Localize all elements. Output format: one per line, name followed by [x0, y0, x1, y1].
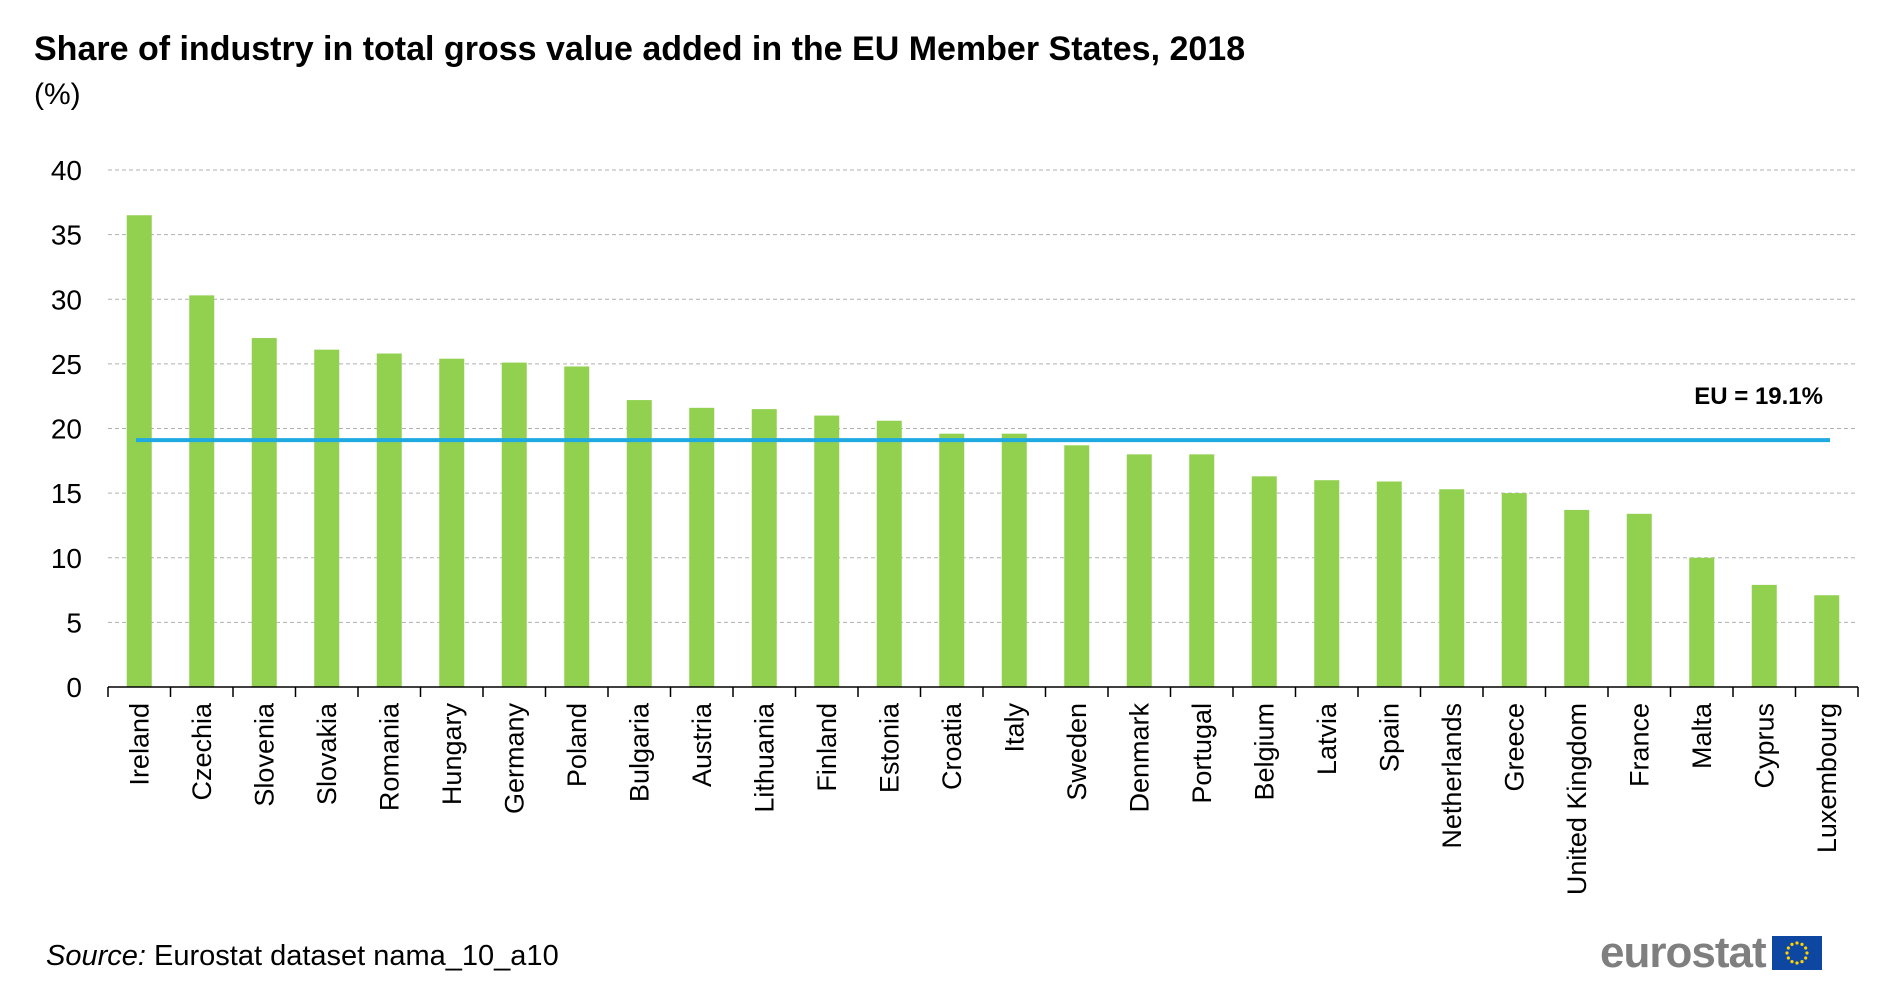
y-tick-label: 5: [66, 607, 82, 638]
x-tick-label: Sweden: [1062, 703, 1092, 801]
x-tick-label: Lithuania: [749, 702, 779, 813]
x-tick-label: France: [1624, 703, 1654, 787]
bar: [1376, 481, 1402, 687]
y-tick-label: 0: [66, 672, 82, 703]
y-tick-label: 40: [51, 155, 82, 186]
eurostat-logo: eurostat: [1600, 928, 1822, 978]
flag-star: [1789, 942, 1794, 946]
x-tick-label: Greece: [1499, 703, 1529, 792]
x-tick-label: Belgium: [1249, 703, 1279, 801]
flag-star: [1784, 951, 1789, 955]
y-tick-label: 15: [51, 478, 82, 509]
bar: [751, 409, 777, 687]
bar: [1439, 489, 1465, 687]
x-tick-label: Luxembourg: [1812, 703, 1842, 853]
x-tick-label: United Kingdom: [1562, 703, 1592, 895]
y-tick-label: 35: [51, 220, 82, 251]
bar: [1064, 445, 1090, 687]
y-tick-label: 30: [51, 284, 82, 315]
bar: [439, 358, 465, 687]
x-tick-label: Netherlands: [1437, 703, 1467, 849]
bar: [1689, 557, 1715, 687]
bar: [1126, 454, 1152, 687]
x-tick-label: Spain: [1374, 703, 1404, 772]
bar: [1189, 454, 1215, 687]
flag-star: [1794, 941, 1799, 945]
flag-star: [1803, 956, 1807, 960]
logo-text: eurostat: [1600, 928, 1767, 977]
flag-star: [1799, 960, 1804, 964]
source-note: Source: Eurostat dataset nama_10_a10: [46, 940, 559, 973]
x-tick-label: Poland: [562, 703, 592, 787]
x-tick-label: Malta: [1687, 702, 1717, 769]
x-tick-label: Finland: [812, 703, 842, 792]
chart-title: Share of industry in total gross value a…: [34, 30, 1246, 68]
x-tick-label: Denmark: [1124, 703, 1154, 813]
bar: [689, 407, 715, 687]
bar: [501, 362, 527, 687]
flag-star: [1786, 956, 1790, 960]
bar: [1751, 584, 1777, 687]
bar: [1626, 513, 1652, 687]
flag-star: [1804, 951, 1809, 955]
bar: [251, 338, 277, 687]
x-tick-label: Austria: [687, 702, 717, 787]
bar: [814, 415, 840, 687]
x-tick-label: Bulgaria: [624, 702, 654, 802]
eu-flag-icon: [1771, 936, 1822, 970]
bar: [1314, 480, 1340, 687]
x-tick-label: Romania: [374, 702, 404, 811]
x-tick-label: Portugal: [1187, 703, 1217, 804]
x-tick-label: Ireland: [124, 703, 154, 786]
bar: [1814, 595, 1840, 687]
x-tick-label: Slovakia: [312, 702, 342, 805]
x-tick-label: Estonia: [874, 702, 904, 793]
x-tick-label: Czechia: [187, 702, 217, 801]
x-tick-label: Croatia: [937, 702, 967, 790]
bar: [1501, 493, 1527, 687]
x-tick-label: Italy: [999, 703, 1029, 753]
y-tick-label: 10: [51, 543, 82, 574]
bar: [939, 433, 965, 687]
bar: [1251, 476, 1277, 687]
bar: [626, 400, 652, 687]
source-text: Eurostat dataset nama_10_a10: [145, 940, 559, 972]
eu-average-label: EU = 19.1%: [1694, 383, 1823, 410]
bar: [189, 295, 215, 687]
x-tick-label: Slovenia: [249, 702, 279, 807]
bar: [126, 215, 152, 688]
flag-star: [1803, 946, 1807, 950]
y-tick-label: 20: [51, 414, 82, 445]
chart-unit: (%): [34, 78, 81, 111]
source-label: Source:: [46, 940, 146, 972]
x-tick-label: Latvia: [1312, 702, 1342, 775]
bar: [1564, 509, 1590, 687]
flag-star: [1786, 946, 1790, 950]
bar: [1001, 433, 1027, 687]
bar: [314, 349, 340, 687]
flag-star: [1789, 960, 1794, 964]
x-tick-label: Cyprus: [1749, 703, 1779, 789]
x-tick-label: Germany: [499, 703, 529, 815]
flag-star: [1794, 961, 1799, 965]
y-tick-label: 25: [51, 349, 82, 380]
bar: [564, 366, 590, 687]
bar: [376, 353, 402, 687]
flag-star: [1799, 942, 1804, 946]
x-tick-label: Hungary: [437, 703, 467, 806]
bar: [876, 420, 902, 687]
